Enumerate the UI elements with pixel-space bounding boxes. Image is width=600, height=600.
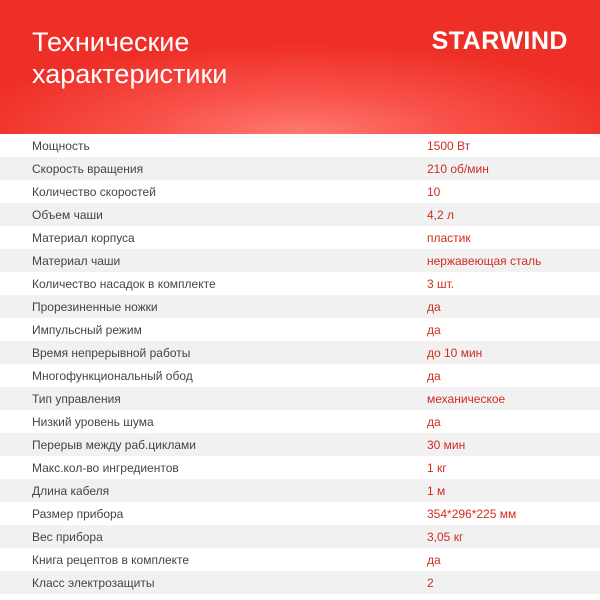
spec-row: Класс электрозащиты 2 <box>0 571 600 594</box>
spec-label: Вес прибора <box>32 529 103 544</box>
spec-row: Материал корпуса пластик <box>0 226 600 249</box>
spec-label: Скорость вращения <box>32 161 144 176</box>
spec-row: Объем чаши 4,2 л <box>0 203 600 226</box>
spec-row: Длина кабеля 1 м <box>0 479 600 502</box>
spec-value: 1 м <box>427 483 446 498</box>
page-title: Технические характеристики <box>32 26 227 90</box>
spec-label: Размер прибора <box>32 506 124 521</box>
brand-logo: STARWIND <box>431 27 568 55</box>
spec-row: Перерыв между раб.циклами 30 мин <box>0 433 600 456</box>
spec-value: 210 об/мин <box>427 161 489 176</box>
spec-label: Материал корпуса <box>32 230 135 245</box>
spec-row: Низкий уровень шума да <box>0 410 600 433</box>
spec-label: Количество насадок в комплекте <box>32 276 216 291</box>
spec-value: да <box>427 552 441 567</box>
spec-row: Импульсный режим да <box>0 318 600 341</box>
spec-label: Материал чаши <box>32 253 121 268</box>
spec-row: Количество насадок в комплекте 3 шт. <box>0 272 600 295</box>
spec-row: Вес прибора 3,05 кг <box>0 525 600 548</box>
spec-row: Книга рецептов в комплекте да <box>0 548 600 571</box>
header-banner: Технические характеристики STARWIND <box>0 0 600 134</box>
spec-value: нержавеющая сталь <box>427 253 542 268</box>
spec-row: Многофункциональный обод да <box>0 364 600 387</box>
spec-value: до 10 мин <box>427 345 483 360</box>
title-line-2: характеристики <box>32 59 228 89</box>
spec-label: Время непрерывной работы <box>32 345 191 360</box>
spec-row: Материал чаши нержавеющая сталь <box>0 249 600 272</box>
spec-label: Макс.кол-во ингредиентов <box>32 460 179 475</box>
spec-value: 4,2 л <box>427 207 455 222</box>
spec-value: 1 кг <box>427 460 447 475</box>
spec-value: 30 мин <box>427 437 466 452</box>
spec-label: Тип управления <box>32 391 121 406</box>
spec-label: Длина кабеля <box>32 483 110 498</box>
spec-value: 1500 Вт <box>427 138 471 153</box>
spec-row: Макс.кол-во ингредиентов 1 кг <box>0 456 600 479</box>
spec-value: да <box>427 322 441 337</box>
spec-label: Количество скоростей <box>32 184 156 199</box>
spec-row: Размер прибора 354*296*225 мм <box>0 502 600 525</box>
spec-value: 10 <box>427 184 441 199</box>
spec-value: 3 шт. <box>427 276 455 291</box>
spec-value: да <box>427 299 441 314</box>
spec-label: Мощность <box>32 138 90 153</box>
spec-row: Время непрерывной работы до 10 мин <box>0 341 600 364</box>
spec-value: 354*296*225 мм <box>427 506 517 521</box>
spec-row: Тип управления механическое <box>0 387 600 410</box>
spec-label: Класс электрозащиты <box>32 575 155 590</box>
spec-label: Прорезиненные ножки <box>32 299 158 314</box>
spec-value: 3,05 кг <box>427 529 464 544</box>
spec-row: Мощность 1500 Вт <box>0 134 600 157</box>
spec-value: да <box>427 368 441 383</box>
spec-label: Импульсный режим <box>32 322 142 337</box>
spec-label: Низкий уровень шума <box>32 414 154 429</box>
spec-row: Скорость вращения 210 об/мин <box>0 157 600 180</box>
title-line-1: Технические <box>32 27 190 57</box>
spec-value: механическое <box>427 391 506 406</box>
spec-row: Количество скоростей 10 <box>0 180 600 203</box>
spec-label: Книга рецептов в комплекте <box>32 552 190 567</box>
spec-value: 2 <box>427 575 434 590</box>
spec-label: Перерыв между раб.циклами <box>32 437 196 452</box>
spec-value: да <box>427 414 441 429</box>
spec-table: Мощность 1500 Вт Скорость вращения 210 об/м… <box>0 134 600 594</box>
spec-label: Многофункциональный обод <box>32 368 193 383</box>
spec-value: пластик <box>427 230 471 245</box>
spec-label: Объем чаши <box>32 207 103 222</box>
spec-row: Прорезиненные ножки да <box>0 295 600 318</box>
